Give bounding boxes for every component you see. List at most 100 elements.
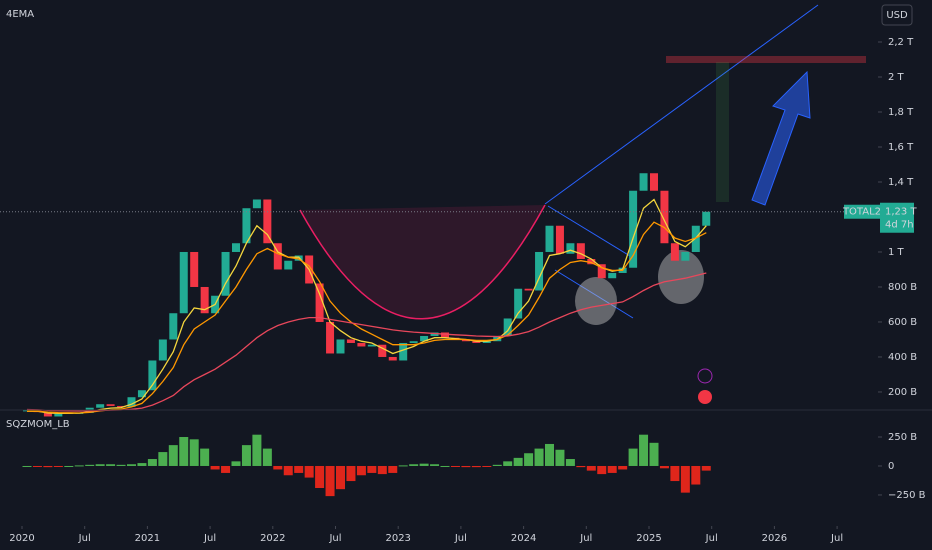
momentum-bar xyxy=(43,465,53,468)
candle xyxy=(514,288,523,319)
momentum-bar xyxy=(545,443,554,466)
candle xyxy=(221,251,230,296)
momentum-bar xyxy=(85,464,95,466)
momentum-bar xyxy=(555,449,565,466)
x-tick-label: 2026 xyxy=(762,533,787,544)
x-tick-label: Jul xyxy=(579,533,592,544)
y-tick-label: 2 T xyxy=(888,72,905,83)
y-tick-label: 800 B xyxy=(888,282,917,293)
candle xyxy=(420,335,429,342)
x-tick-label: Jul xyxy=(203,533,216,544)
candle xyxy=(346,339,355,343)
momentum-bar xyxy=(367,465,377,473)
candle xyxy=(242,208,251,244)
x-tick-label: 2022 xyxy=(260,533,285,544)
momentum-bar xyxy=(586,465,596,471)
candle xyxy=(535,251,544,291)
momentum-bar xyxy=(618,465,628,470)
momentum-bar xyxy=(524,453,534,466)
candle xyxy=(200,286,209,314)
momentum-bar xyxy=(607,465,617,473)
candle xyxy=(608,272,617,279)
candle xyxy=(96,404,105,408)
plot: 200 B 400 B 600 B 800 B 1 T 1,4 T 1,6 T 1,8 T 2 … xyxy=(0,37,926,544)
candle xyxy=(482,341,491,343)
candle xyxy=(190,251,199,287)
candle xyxy=(524,288,533,291)
candle xyxy=(158,339,167,361)
momentum-bar xyxy=(346,465,356,482)
currency-button[interactable] xyxy=(881,4,913,26)
momentum-bar xyxy=(440,465,450,467)
candle xyxy=(430,332,439,336)
candle xyxy=(388,356,397,361)
momentum-bar xyxy=(534,448,544,466)
price-tag xyxy=(880,202,914,233)
symbol-tag xyxy=(844,204,880,219)
countdown-label: 4d 7h xyxy=(885,220,914,231)
channel-line xyxy=(554,269,634,319)
candle xyxy=(691,225,700,252)
candle xyxy=(566,243,575,254)
y-tick-label: 600 B xyxy=(888,317,917,328)
ema-line xyxy=(27,198,707,414)
projection-zone xyxy=(716,62,729,202)
momentum-bar xyxy=(32,465,42,467)
symbol-label: TOTAL2 xyxy=(842,207,881,218)
y-tick-label: 400 B xyxy=(888,352,917,363)
y-tick-label: 2,2 T xyxy=(888,37,914,48)
price-label: 1,23 T xyxy=(885,207,917,218)
candle xyxy=(409,341,418,343)
momentum-bar xyxy=(649,442,659,466)
candle xyxy=(357,342,366,347)
momentum-bar xyxy=(597,465,607,475)
y-tick-label: 1,6 T xyxy=(888,142,914,153)
y-tick-label: 1,4 T xyxy=(888,177,914,188)
x-tick-label: Jul xyxy=(78,533,91,544)
candle xyxy=(545,225,554,252)
indicator-title: 4EMA xyxy=(6,9,34,20)
momentum-bar xyxy=(419,463,429,466)
momentum-bar xyxy=(701,465,711,471)
y-tick-label: 1,8 T xyxy=(888,107,914,118)
momentum-bar xyxy=(283,465,293,476)
momentum-bar xyxy=(252,434,262,466)
candle xyxy=(106,404,115,406)
momentum-bar xyxy=(210,465,220,470)
momentum-bar xyxy=(179,437,189,466)
candle xyxy=(472,341,481,343)
candle xyxy=(493,335,502,342)
momentum-bar xyxy=(325,465,335,497)
x-tick-label: Jul xyxy=(705,533,718,544)
candle xyxy=(629,190,638,268)
momentum-bar xyxy=(262,448,272,466)
momentum-bar xyxy=(450,465,460,467)
momentum-bar xyxy=(576,465,586,468)
candle xyxy=(555,225,564,254)
x-tick-label: 2023 xyxy=(385,533,410,544)
candle xyxy=(576,243,585,259)
x-tick-label: Jul xyxy=(454,533,467,544)
event-icon xyxy=(697,368,713,384)
ema-line xyxy=(26,272,707,412)
candle xyxy=(670,243,679,261)
trend-line xyxy=(544,4,819,205)
candle xyxy=(148,360,157,391)
momentum-bar xyxy=(356,465,366,476)
arrow xyxy=(751,70,811,206)
y-tick-label: −250 B xyxy=(888,490,926,501)
candle xyxy=(273,243,282,270)
momentum-bar xyxy=(680,465,690,493)
momentum-bar xyxy=(304,465,314,478)
candle xyxy=(461,339,470,342)
target-zone xyxy=(666,56,866,63)
momentum-bar xyxy=(189,439,199,466)
momentum-bar xyxy=(127,464,136,466)
x-tick-label: 2020 xyxy=(9,533,34,544)
candle xyxy=(597,264,606,279)
candle xyxy=(367,344,376,347)
ema-line xyxy=(27,221,707,414)
candle xyxy=(441,332,449,338)
momentum-bar xyxy=(116,464,126,466)
momentum-bar xyxy=(74,465,84,467)
